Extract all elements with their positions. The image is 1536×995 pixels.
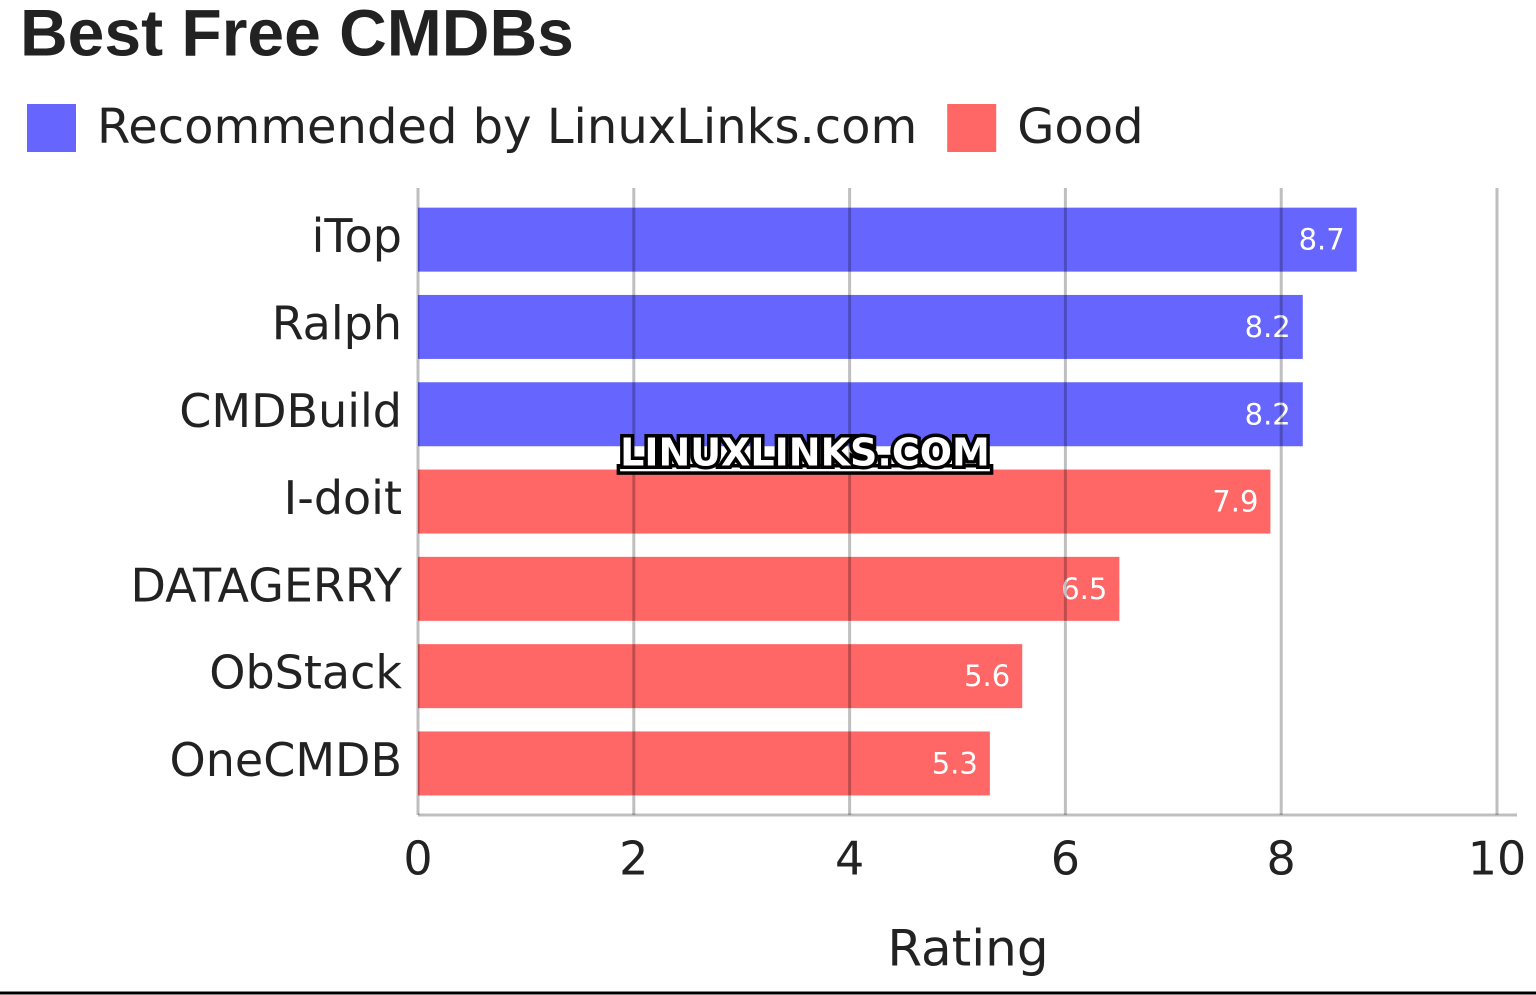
legend-label: Good	[1017, 99, 1143, 155]
x-tick-label: 6	[1051, 832, 1080, 886]
x-tick-label: 4	[835, 832, 864, 886]
x-tick-label: 8	[1267, 832, 1296, 886]
y-tick-label: I-doit	[284, 471, 402, 525]
value-label: 8.7	[1299, 223, 1345, 257]
bar	[418, 469, 1271, 534]
x-tick-label: 2	[619, 832, 648, 886]
bar	[418, 207, 1357, 272]
bar	[418, 382, 1303, 447]
legend-label: Recommended by LinuxLinks.com	[97, 99, 917, 155]
value-label: 5.6	[964, 659, 1010, 693]
bar	[418, 731, 990, 796]
x-tick-label: 10	[1468, 832, 1527, 886]
legend-swatch	[27, 104, 76, 152]
bar	[418, 556, 1120, 621]
value-label: 6.5	[1061, 572, 1107, 606]
y-tick-label: iTop	[312, 209, 402, 263]
y-tick-label: CMDBuild	[179, 384, 402, 438]
x-axis-label: Rating	[887, 920, 1048, 978]
bar	[418, 644, 1023, 709]
y-tick-label: DATAGERRY	[131, 558, 403, 612]
value-label: 7.9	[1212, 485, 1258, 519]
value-label: 8.2	[1245, 397, 1291, 431]
watermark: LINUXLINKS.COM	[620, 431, 990, 475]
value-label: 8.2	[1245, 310, 1291, 344]
bar	[418, 294, 1303, 359]
legend-swatch	[947, 104, 997, 152]
y-tick-label: Ralph	[272, 296, 402, 350]
x-tick-label: 0	[403, 832, 432, 886]
y-tick-label: OneCMDB	[170, 733, 402, 787]
chart-title: Best Free CMDBs	[20, 0, 574, 69]
value-label: 5.3	[932, 746, 978, 780]
y-tick-label: ObStack	[209, 646, 402, 700]
